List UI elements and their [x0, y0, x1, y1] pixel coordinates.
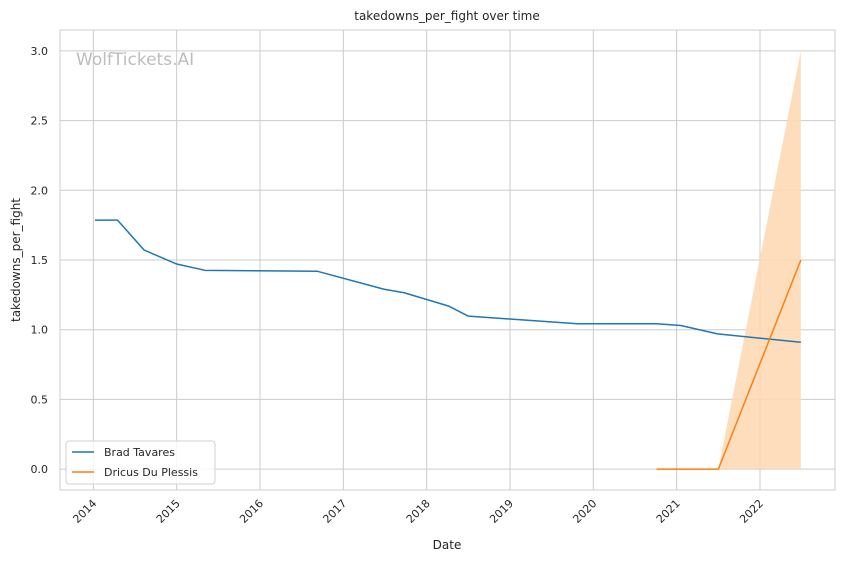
- legend-label-dricus-du-plessis: Dricus Du Plessis: [104, 466, 198, 479]
- y-tick-label: 0.0: [31, 463, 49, 476]
- series-line-dricus-du-plessis: [656, 259, 802, 470]
- confidence-band-dricus-du-plessis: [656, 50, 801, 470]
- y-tick-label: 3.0: [31, 45, 49, 58]
- x-tick-label: 2014: [70, 497, 99, 526]
- watermark: WolfTickets.AI: [76, 50, 194, 70]
- x-tick-label: 2019: [487, 497, 516, 526]
- y-tick-label: 0.5: [31, 393, 49, 406]
- x-tick-label: 2015: [154, 497, 183, 526]
- series-line-brad-tavares: [95, 219, 801, 343]
- x-axis-label: Date: [433, 538, 462, 552]
- y-tick-label: 1.0: [31, 324, 49, 337]
- legend-label-brad-tavares: Brad Tavares: [104, 446, 175, 459]
- y-ticks: 0.0 0.5 1.0 1.5 2.0 2.5 3.0: [31, 45, 49, 476]
- y-axis-label: takedowns_per_fight: [9, 198, 23, 322]
- x-tick-label: 2020: [570, 497, 599, 526]
- chart-title: takedowns_per_fight over time: [354, 9, 540, 23]
- x-ticks: 2014 2015 2016 2017 2018 2019 2020 2021 2022: [70, 497, 766, 526]
- legend-box: [65, 440, 216, 485]
- x-tick-label: 2018: [404, 497, 433, 526]
- x-tick-label: 2021: [654, 497, 683, 526]
- confidence-bands: [656, 50, 801, 470]
- x-tick-label: 2017: [320, 497, 349, 526]
- y-tick-label: 2.5: [31, 115, 49, 128]
- y-tick-label: 2.0: [31, 184, 49, 197]
- y-tick-label: 1.5: [31, 254, 49, 267]
- legend: Brad Tavares Dricus Du Plessis: [65, 440, 216, 485]
- x-tick-label: 2022: [737, 497, 766, 526]
- x-tick-label: 2016: [237, 497, 266, 526]
- series-lines: [95, 219, 802, 470]
